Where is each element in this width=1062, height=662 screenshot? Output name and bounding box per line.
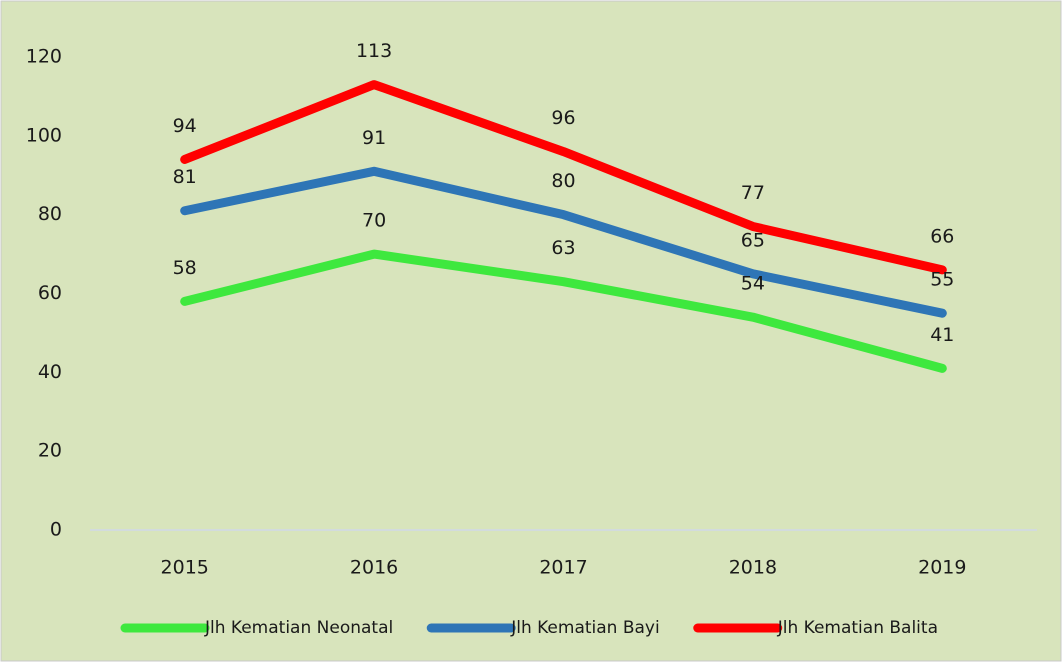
data-label: 113 <box>356 40 392 62</box>
x-tick-label: 2019 <box>918 557 966 579</box>
x-tick-label: 2016 <box>350 557 398 579</box>
y-tick-label: 40 <box>38 361 62 383</box>
data-label: 96 <box>551 107 575 129</box>
data-label: 94 <box>173 115 197 137</box>
x-tick-label: 2018 <box>729 557 777 579</box>
legend-label: Jlh Kematian Neonatal <box>204 618 393 638</box>
series-line <box>180 166 947 318</box>
data-label: 66 <box>930 225 954 247</box>
data-label: 65 <box>741 229 765 251</box>
data-label: 80 <box>551 170 575 192</box>
data-label: 41 <box>930 324 954 346</box>
data-label: 54 <box>741 273 765 295</box>
y-tick-label: 20 <box>38 440 62 462</box>
y-tick-label: 60 <box>38 282 62 304</box>
y-tick-label: 120 <box>26 46 62 68</box>
x-tick-label: 2017 <box>539 557 587 579</box>
data-label: 70 <box>362 210 386 232</box>
legend-label: Jlh Kematian Balita <box>777 618 938 638</box>
y-tick-label: 80 <box>38 203 62 225</box>
data-label: 55 <box>930 269 954 291</box>
data-label: 63 <box>551 237 575 259</box>
y-tick-label: 0 <box>50 519 62 541</box>
y-tick-label: 100 <box>26 124 62 146</box>
data-label: 77 <box>741 182 765 204</box>
x-tick-label: 2015 <box>161 557 209 579</box>
legend-label: Jlh Kematian Bayi <box>510 618 660 638</box>
series-line <box>180 249 947 373</box>
data-label: 81 <box>173 166 197 188</box>
series-line <box>180 80 947 275</box>
data-label: 58 <box>173 257 197 279</box>
data-label: 91 <box>362 127 386 149</box>
